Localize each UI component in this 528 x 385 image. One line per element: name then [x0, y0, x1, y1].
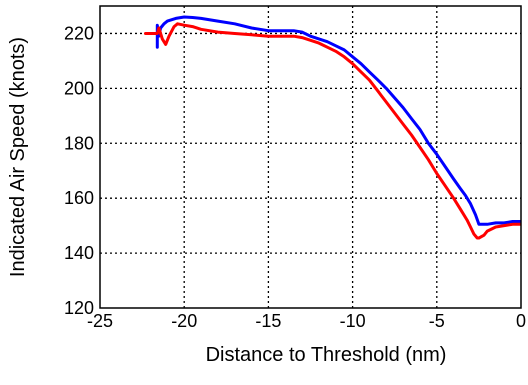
y-tick-label: 200	[64, 78, 94, 98]
y-tick-label: 220	[64, 23, 94, 43]
x-tick-label: -5	[429, 311, 445, 331]
ticks: -25 -20 -15 -10 -5 0 120 140 160 180 200 220	[64, 23, 526, 331]
x-tick-label: -20	[171, 311, 197, 331]
series-layer	[144, 15, 521, 240]
x-tick-label: -25	[87, 311, 113, 331]
y-tick-label: 120	[64, 298, 94, 318]
plot-frame	[99, 5, 522, 309]
x-tick-label: -15	[255, 311, 281, 331]
y-tick-label: 180	[64, 133, 94, 153]
grid	[100, 6, 521, 308]
y-axis-label: Indicated Air Speed (knots)	[7, 37, 29, 277]
x-tick-label: -10	[340, 311, 366, 331]
y-tick-label: 160	[64, 188, 94, 208]
series-line-1	[155, 15, 521, 226]
y-tick-label: 140	[64, 243, 94, 263]
series-line-2	[144, 22, 521, 240]
x-tick-label: 0	[516, 311, 526, 331]
x-axis-label: Distance to Threshold (nm)	[206, 344, 447, 366]
